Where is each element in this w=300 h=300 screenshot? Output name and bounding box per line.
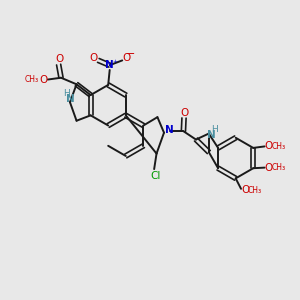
Text: O: O xyxy=(265,141,273,151)
Text: O: O xyxy=(180,108,188,118)
Text: O: O xyxy=(39,75,47,85)
Text: N: N xyxy=(105,60,114,70)
Text: N: N xyxy=(66,94,75,103)
Text: O: O xyxy=(265,163,273,172)
Text: O: O xyxy=(90,53,98,63)
Text: H: H xyxy=(63,89,70,98)
Text: O: O xyxy=(241,185,249,195)
Text: −: − xyxy=(126,49,135,59)
Text: O: O xyxy=(56,54,64,64)
Text: CH₃: CH₃ xyxy=(24,75,38,84)
Text: +: + xyxy=(112,58,118,64)
Text: O: O xyxy=(122,53,130,63)
Text: H: H xyxy=(211,125,217,134)
Text: CH₃: CH₃ xyxy=(271,142,285,151)
Text: N: N xyxy=(207,130,216,140)
Text: CH₃: CH₃ xyxy=(248,186,262,195)
Text: N: N xyxy=(165,125,174,135)
Text: Cl: Cl xyxy=(151,171,161,181)
Text: CH₃: CH₃ xyxy=(271,163,285,172)
